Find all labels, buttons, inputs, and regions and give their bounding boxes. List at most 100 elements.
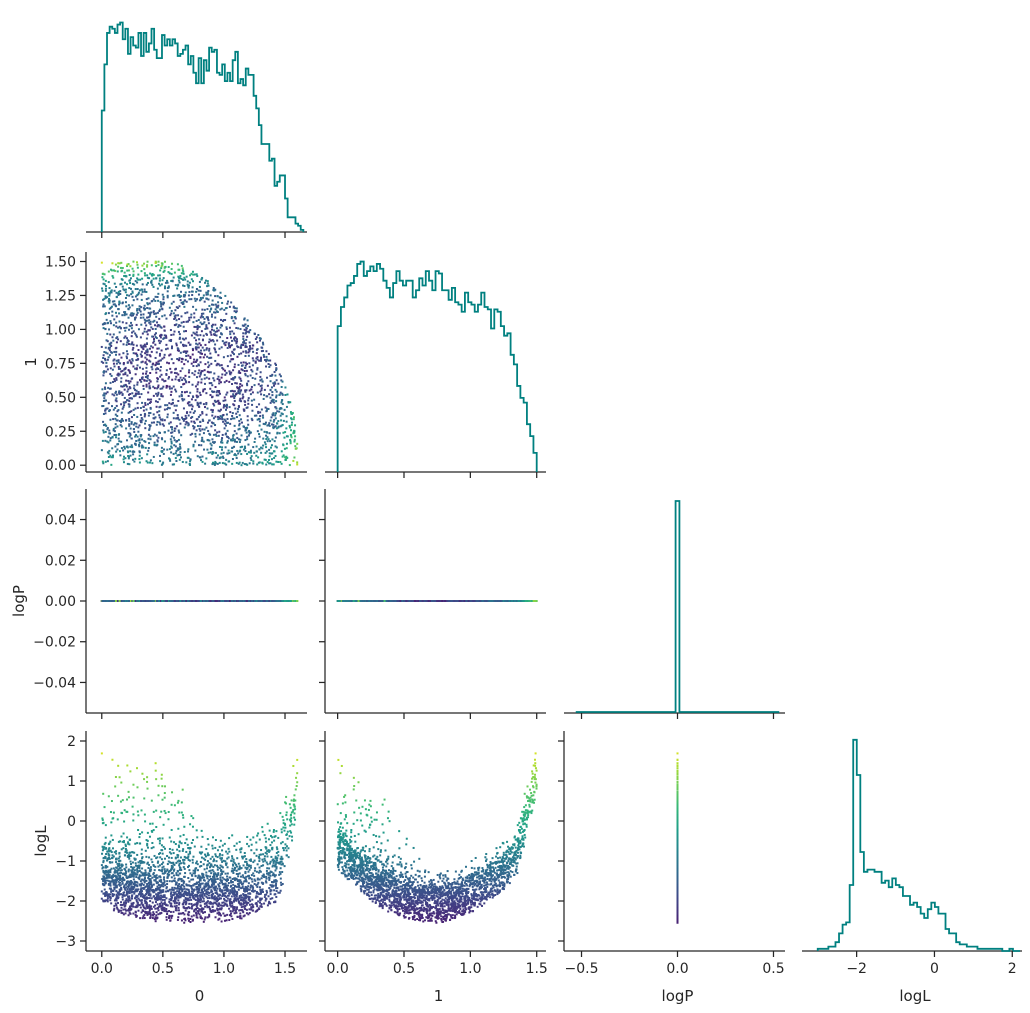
scatter-point bbox=[215, 305, 218, 308]
scatter-point bbox=[265, 438, 268, 441]
scatter-point bbox=[256, 356, 259, 359]
scatter-point bbox=[155, 434, 158, 437]
scatter-point bbox=[231, 446, 234, 449]
scatter-point bbox=[225, 458, 228, 461]
scatter-point bbox=[282, 444, 285, 447]
scatter-point bbox=[210, 362, 213, 365]
scatter-point bbox=[173, 317, 176, 320]
scatter-point bbox=[112, 427, 115, 430]
scatter-point bbox=[202, 316, 205, 319]
scatter-point bbox=[115, 341, 118, 344]
scatter-point bbox=[130, 335, 133, 338]
scatter-point bbox=[135, 335, 138, 338]
scatter-point bbox=[233, 399, 236, 402]
scatter-point bbox=[104, 387, 107, 390]
scatter-point bbox=[193, 332, 196, 335]
scatter-point bbox=[296, 442, 299, 445]
scatter-point bbox=[294, 445, 297, 448]
scatter-point bbox=[119, 290, 122, 293]
scatter-point bbox=[235, 416, 238, 419]
scatter-point bbox=[164, 379, 167, 382]
scatter-point bbox=[141, 264, 144, 267]
scatter-point bbox=[217, 409, 220, 412]
scatter-point bbox=[184, 414, 187, 417]
scatter-point bbox=[196, 383, 199, 386]
scatter-point bbox=[272, 420, 275, 423]
scatter-point bbox=[122, 461, 125, 464]
scatter-point bbox=[119, 367, 122, 370]
scatter-point bbox=[146, 303, 149, 306]
scatter-point bbox=[144, 274, 147, 277]
scatter-point bbox=[185, 320, 188, 323]
scatter-point bbox=[152, 320, 155, 323]
scatter-point bbox=[284, 386, 287, 389]
scatter-point bbox=[108, 449, 111, 452]
scatter-point bbox=[278, 432, 281, 435]
scatter-point bbox=[200, 444, 203, 447]
scatter-point bbox=[141, 445, 144, 448]
scatter-point bbox=[196, 275, 199, 278]
scatter-point bbox=[105, 312, 108, 315]
scatter-point bbox=[177, 438, 180, 441]
scatter-point bbox=[202, 356, 205, 359]
scatter-point bbox=[233, 430, 236, 433]
scatter-point bbox=[218, 410, 221, 413]
scatter-point bbox=[113, 303, 116, 306]
scatter-point bbox=[232, 393, 235, 396]
scatter-point bbox=[139, 353, 142, 356]
scatter-point bbox=[136, 263, 139, 266]
scatter-point bbox=[160, 349, 163, 352]
scatter-point bbox=[251, 377, 254, 380]
scatter-point bbox=[116, 410, 119, 413]
scatter-point bbox=[118, 440, 121, 443]
scatter-point bbox=[140, 457, 143, 460]
scatter-point bbox=[245, 338, 248, 341]
scatter-point bbox=[157, 263, 160, 266]
scatter-point bbox=[117, 433, 120, 436]
scatter-point bbox=[166, 347, 169, 350]
scatter-point bbox=[263, 430, 266, 433]
scatter-point bbox=[173, 429, 176, 432]
scatter-point bbox=[225, 463, 228, 466]
scatter-point bbox=[171, 428, 174, 431]
scatter-point bbox=[245, 389, 248, 392]
scatter-point bbox=[131, 341, 134, 344]
scatter-point bbox=[253, 333, 256, 336]
scatter-point bbox=[196, 326, 199, 329]
scatter-point bbox=[183, 285, 186, 288]
scatter-point bbox=[199, 425, 202, 428]
scatter-point bbox=[206, 438, 209, 441]
scatter-point bbox=[264, 451, 267, 454]
scatter-point bbox=[216, 431, 219, 434]
scatter-point bbox=[128, 424, 131, 427]
scatter-point bbox=[123, 311, 126, 314]
scatter-point bbox=[216, 330, 219, 333]
scatter-point bbox=[198, 299, 201, 302]
scatter-point bbox=[289, 411, 292, 414]
scatter-point bbox=[172, 452, 175, 455]
scatter-point bbox=[176, 294, 179, 297]
scatter-point bbox=[136, 288, 139, 291]
scatter-point bbox=[290, 417, 293, 420]
scatter-point bbox=[289, 440, 292, 443]
scatter-point bbox=[200, 278, 203, 281]
scatter-point bbox=[107, 281, 110, 284]
scatter-point bbox=[169, 393, 172, 396]
scatter-point bbox=[102, 374, 105, 377]
scatter-point bbox=[148, 461, 151, 464]
scatter-point bbox=[136, 364, 139, 367]
scatter-point bbox=[128, 359, 131, 362]
scatter-point bbox=[203, 308, 206, 311]
scatter-point bbox=[254, 377, 257, 380]
scatter-point bbox=[110, 374, 113, 377]
scatter-point bbox=[122, 363, 125, 366]
scatter-point bbox=[223, 462, 226, 465]
scatter-point bbox=[220, 364, 223, 367]
scatter-point bbox=[254, 338, 257, 341]
scatter-point bbox=[123, 396, 126, 399]
scatter-point bbox=[229, 422, 232, 425]
scatter-point bbox=[191, 432, 194, 435]
scatter-point bbox=[237, 408, 240, 411]
scatter-point bbox=[225, 379, 228, 382]
scatter-point bbox=[275, 396, 278, 399]
